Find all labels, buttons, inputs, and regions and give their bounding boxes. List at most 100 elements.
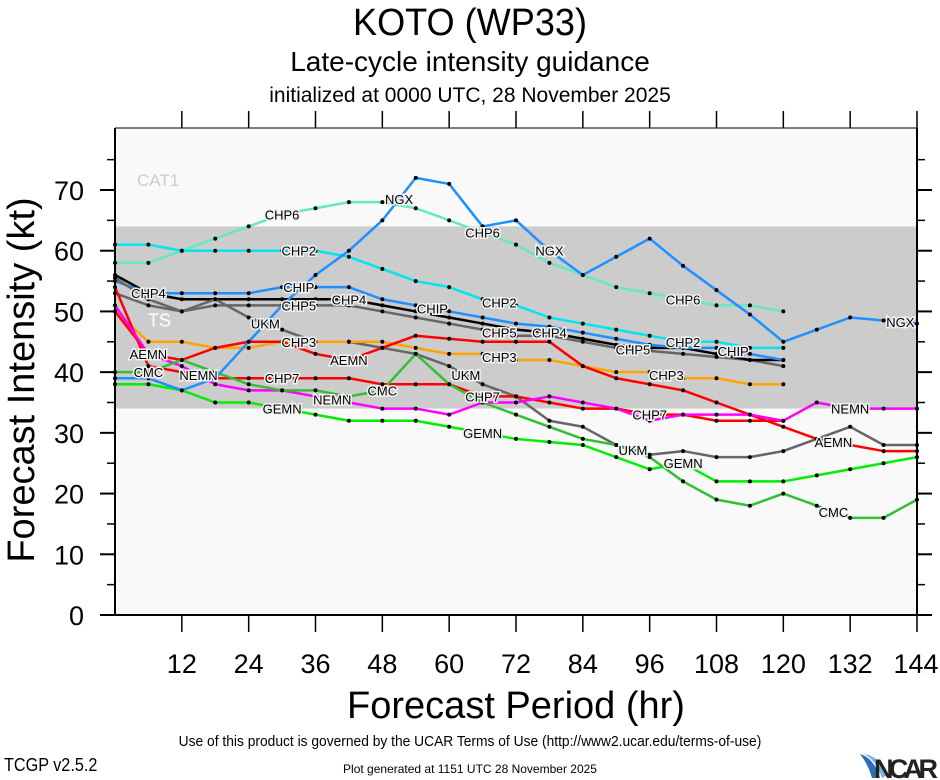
data-point [781, 491, 786, 496]
data-point [547, 394, 552, 399]
data-point [380, 200, 385, 205]
data-point [514, 400, 518, 405]
data-point [647, 348, 652, 353]
data-point [447, 364, 452, 369]
data-point [413, 333, 418, 338]
series-label-ukm: UKM [251, 317, 280, 332]
data-point [580, 339, 585, 344]
data-point [647, 412, 652, 417]
data-point [714, 345, 719, 350]
data-point [146, 376, 151, 381]
y-tick-label: 30 [54, 419, 84, 449]
data-point [413, 406, 418, 411]
data-point [280, 303, 285, 308]
data-point [781, 309, 786, 314]
data-point [681, 461, 686, 466]
terms-of-use-text: Use of this product is governed by the U… [178, 733, 762, 750]
series-label-ngx: NGX [535, 244, 564, 259]
data-point [179, 388, 184, 393]
data-point [614, 327, 619, 332]
data-point [447, 218, 452, 223]
data-point [614, 370, 619, 375]
data-point [781, 424, 786, 429]
data-point [547, 248, 552, 253]
chart-subtitle: Late-cycle intensity guidance [290, 46, 650, 77]
data-point [547, 424, 552, 429]
data-point [580, 443, 585, 447]
series-label-ukm: UKM [619, 443, 648, 458]
series-label-chp4: CHP4 [131, 286, 166, 301]
data-point [714, 455, 719, 460]
data-point [881, 449, 886, 454]
data-point [480, 321, 485, 326]
data-point [614, 342, 619, 347]
data-point [647, 291, 652, 296]
data-point [246, 382, 251, 387]
series-label-aemn: AEMN [330, 353, 368, 368]
x-tick-label: 96 [635, 649, 665, 679]
data-point [614, 285, 619, 290]
series-label-cmc: CMC [819, 505, 849, 520]
data-point [714, 303, 719, 308]
data-point [447, 309, 452, 314]
series-label-ngx: NGX [385, 192, 414, 207]
x-tick-label: 108 [694, 649, 739, 679]
data-point [781, 339, 786, 344]
data-point [881, 443, 886, 447]
data-point [647, 345, 652, 350]
data-point [413, 279, 418, 284]
data-point [146, 339, 151, 344]
series-label-cmc: CMC [134, 365, 164, 380]
series-label-gemn: GEMN [664, 456, 703, 471]
data-point [313, 297, 318, 302]
x-tick-label: 144 [893, 649, 938, 679]
data-point [146, 351, 151, 356]
data-point [580, 424, 585, 429]
series-label-chp2: CHP2 [281, 244, 316, 259]
series-label-chp5: CHP5 [616, 342, 651, 357]
ncar-logo: NCAR [858, 752, 940, 780]
data-point [380, 418, 385, 423]
data-point [747, 312, 752, 317]
data-point [480, 339, 485, 344]
series-label-cmc: CMC [368, 383, 398, 398]
data-point [714, 354, 719, 359]
data-point [647, 333, 652, 338]
data-point [146, 364, 151, 369]
series-chip [113, 279, 786, 362]
data-point [380, 406, 385, 411]
data-point [380, 266, 385, 271]
data-point [213, 303, 218, 308]
data-point [781, 364, 786, 369]
data-point [447, 321, 452, 326]
data-point [714, 479, 719, 484]
data-point [346, 339, 351, 344]
x-tick-label: 132 [828, 649, 873, 679]
data-point [514, 303, 518, 308]
data-point [146, 303, 151, 308]
data-point [447, 336, 452, 341]
data-point [246, 297, 251, 302]
data-point [179, 309, 184, 314]
data-point [213, 291, 218, 296]
data-point [179, 370, 184, 375]
data-point [714, 412, 719, 417]
initialized-time: initialized at 0000 UTC, 28 November 202… [269, 84, 671, 107]
data-point [547, 439, 552, 444]
data-point [647, 455, 652, 460]
series-chp2 [113, 242, 786, 350]
data-point [280, 327, 285, 332]
data-point [413, 345, 418, 350]
data-point [514, 327, 518, 332]
data-point [146, 297, 151, 302]
series-label-nemn: NEMN [313, 392, 351, 407]
data-point [346, 394, 351, 399]
data-point [647, 382, 652, 387]
series-label-gemn: GEMN [463, 426, 502, 441]
data-point [213, 376, 218, 381]
data-point [547, 260, 552, 265]
data-point [547, 358, 552, 362]
data-point [681, 376, 686, 381]
series-label-chp6: CHP6 [265, 207, 300, 222]
